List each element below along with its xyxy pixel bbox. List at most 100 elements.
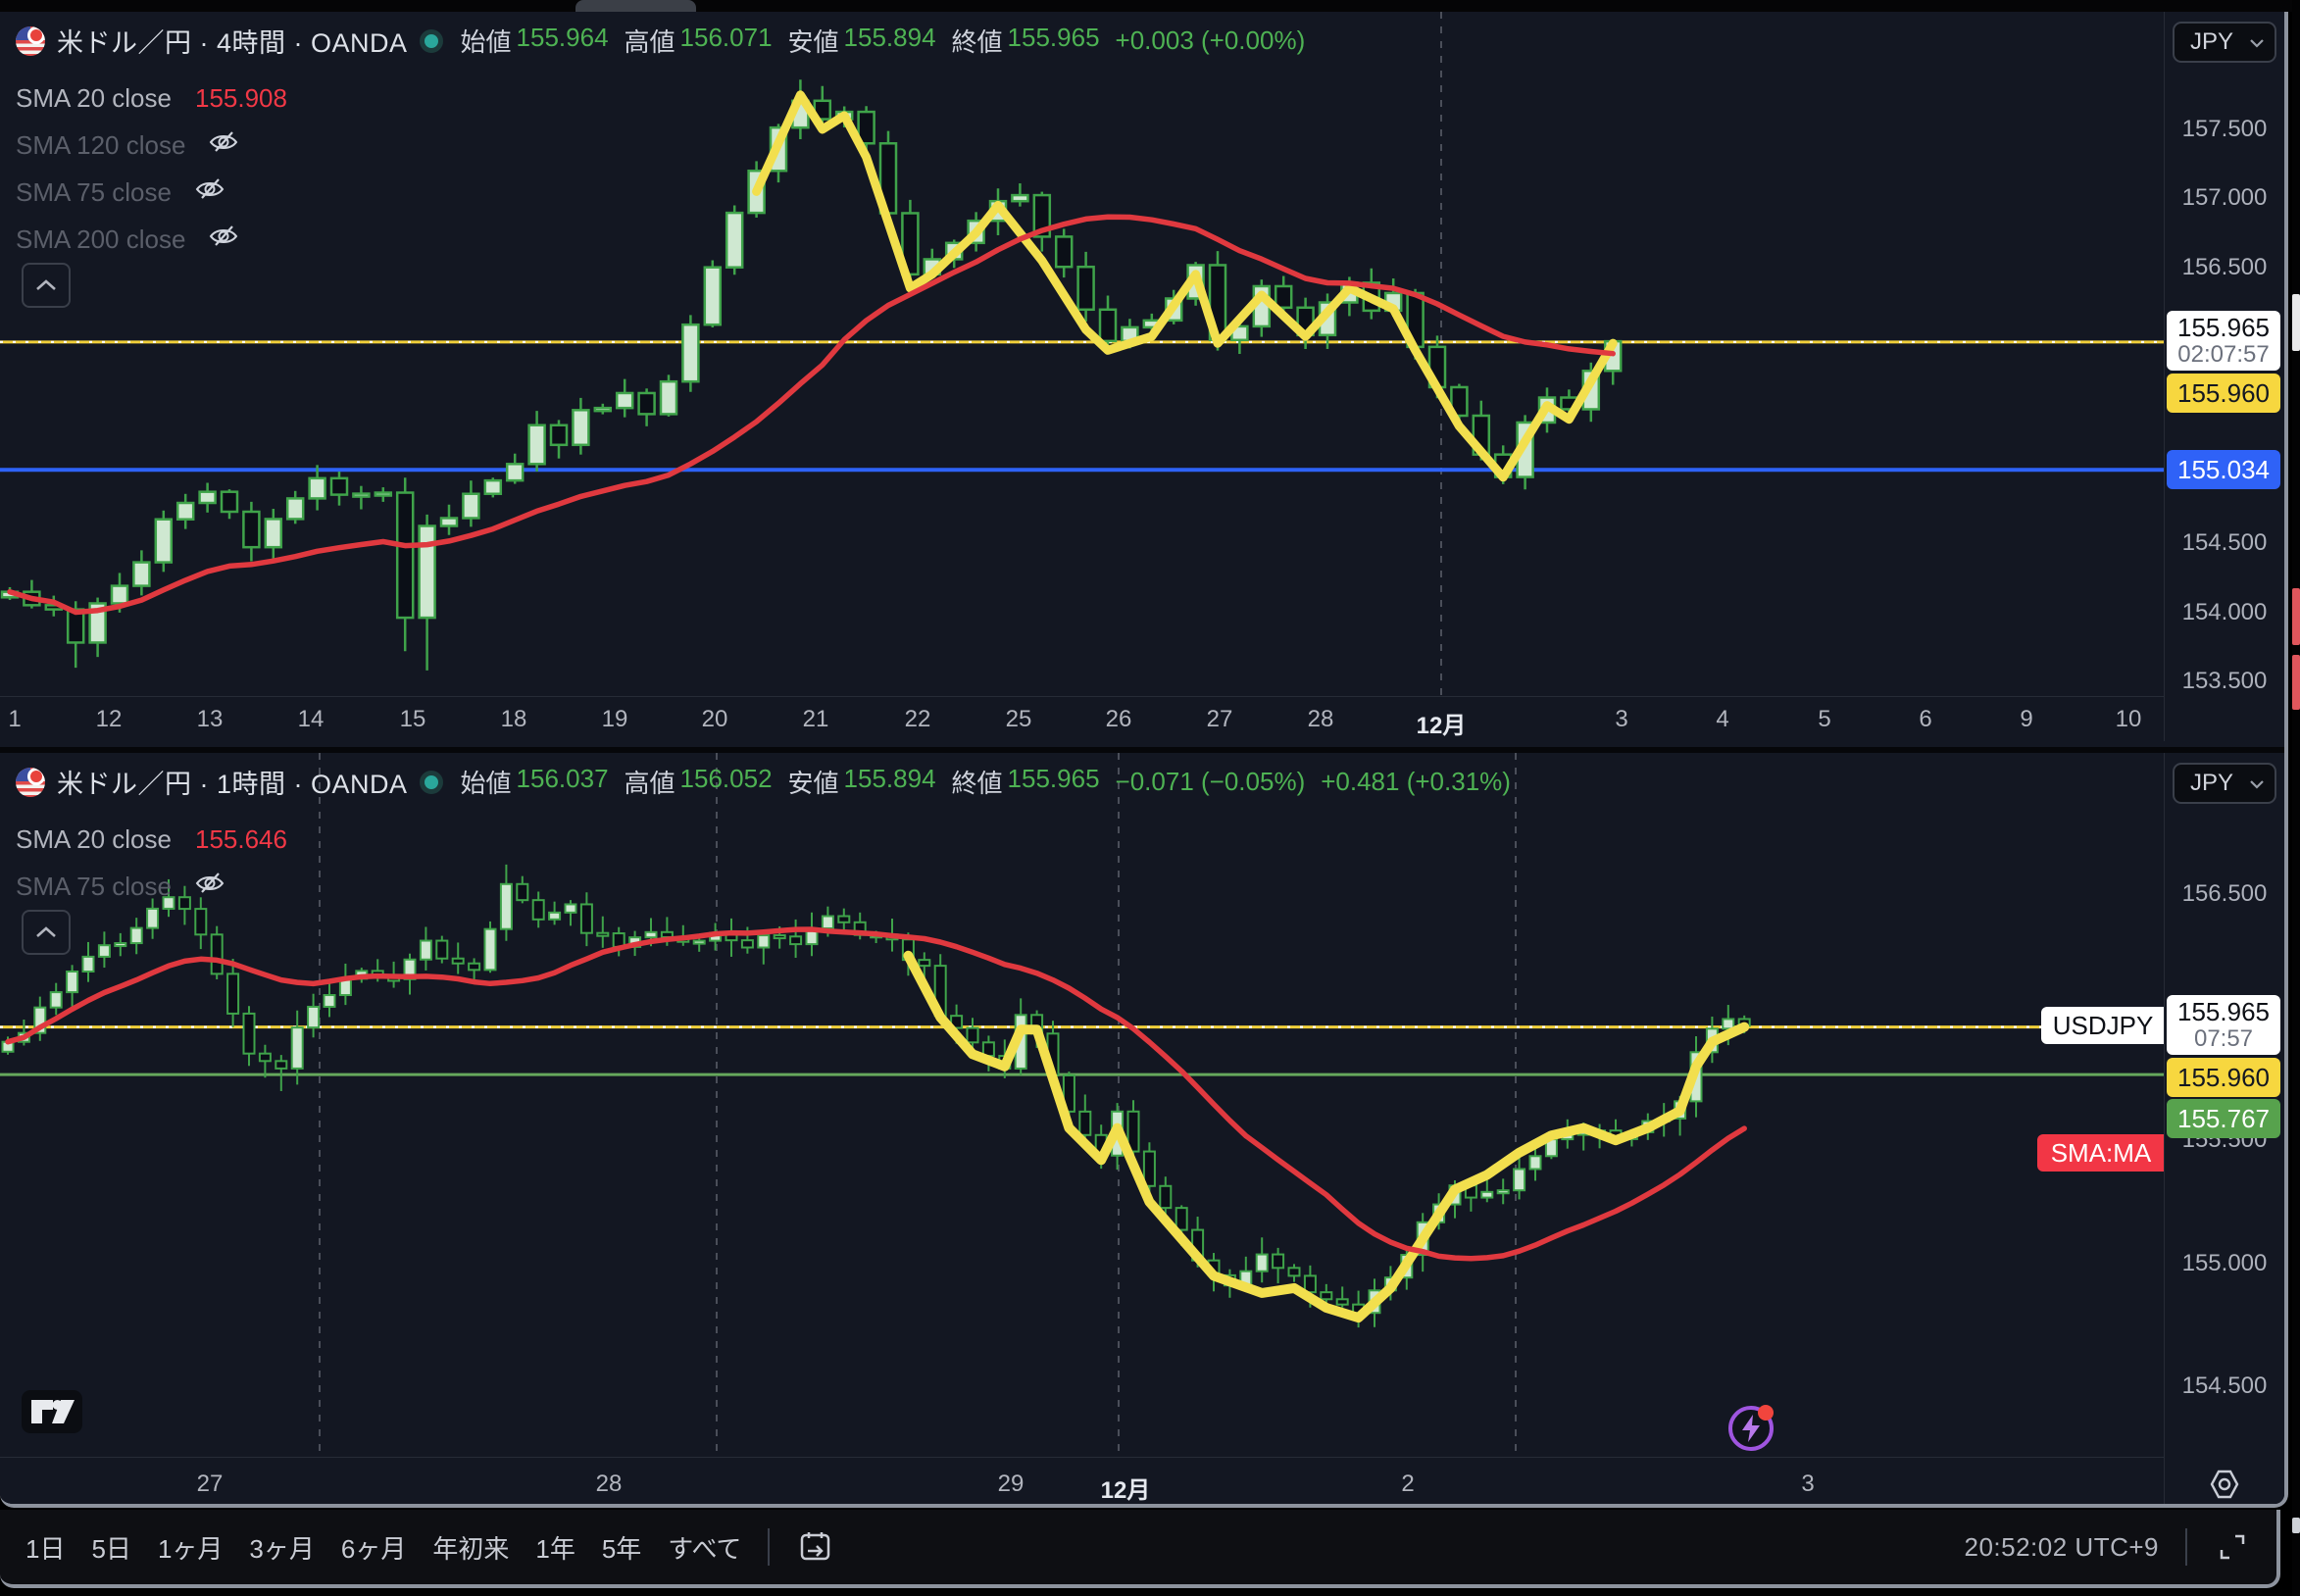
date-range-icon[interactable] — [796, 1527, 835, 1567]
ohlc-label: 始値 — [460, 769, 512, 798]
time-axis-tick: 18 — [500, 706, 527, 732]
ohlc-value: 156.071 — [679, 23, 773, 52]
range-button-4[interactable]: 6ヶ月 — [340, 1533, 407, 1564]
range-button-3[interactable]: 3ヶ月 — [249, 1533, 315, 1564]
market-status-dot[interactable] — [419, 770, 443, 794]
ohlc-label: 安値 — [787, 769, 839, 798]
indicator-row[interactable]: SMA 200 close — [16, 222, 238, 257]
ohlc-label: 終値 — [951, 27, 1003, 57]
range-button-2[interactable]: 1ヶ月 — [157, 1533, 224, 1564]
chevron-down-icon — [2250, 39, 2264, 48]
ohlc-value: 155.894 — [843, 23, 936, 52]
symbol-title[interactable]: 米ドル／円 · 4時間 · OANDA — [57, 28, 408, 58]
eye-off-icon[interactable] — [195, 872, 225, 902]
price-axis-tick: 155.000 — [2181, 1250, 2268, 1276]
edge-fragment — [2292, 588, 2300, 645]
ohlc-readout: 始値 156.037 高値 156.052 安値 155.894 終値 155.965 −0.0… — [461, 764, 1511, 800]
market-status-dot[interactable] — [419, 28, 443, 53]
time-axis-tick: 5 — [1818, 706, 1831, 732]
legend-collapse-button[interactable] — [22, 910, 71, 955]
time-axis-tick: 12月 — [1416, 713, 1467, 739]
sma-ma-label: SMA:MA — [2037, 1134, 2165, 1172]
time-axis-tick: 15 — [399, 706, 426, 732]
time-axis-tick: 10 — [2115, 706, 2142, 732]
price-axis-tick: 156.500 — [2181, 254, 2268, 280]
time-axis-tick: 13 — [196, 706, 224, 732]
ohlc-pair: 高値 156.052 — [625, 764, 773, 800]
clock[interactable]: 20:52:02 UTC+9 — [1964, 1531, 2159, 1562]
time-axis-tick: 25 — [1005, 706, 1032, 732]
time-axis-tick: 26 — [1105, 706, 1132, 732]
range-button-8[interactable]: すべて — [668, 1533, 742, 1564]
indicator-label: SMA 120 close — [16, 129, 186, 160]
indicator-label: SMA 75 close — [16, 176, 172, 207]
eye-off-icon[interactable] — [209, 130, 238, 161]
price-axis-tick: 157.500 — [2181, 116, 2268, 142]
symbol-price-line-label: USDJPY — [2041, 1007, 2165, 1045]
range-button-1[interactable]: 5日 — [91, 1533, 131, 1564]
indicator-row[interactable]: SMA 75 close — [16, 175, 225, 210]
chart-stack: 米ドル／円 · 4時間 · OANDA 始値 155.964 高値 156.071 安値 1… — [0, 12, 2288, 1508]
eye-off-icon[interactable] — [195, 177, 225, 208]
currency-selector[interactable]: JPY — [2173, 763, 2276, 804]
range-button-6[interactable]: 1年 — [535, 1533, 575, 1564]
toolbar-divider — [2185, 1528, 2187, 1566]
range-button-5[interactable]: 年初来 — [432, 1533, 510, 1564]
price-axis[interactable]: JPY 157.500 157.000 156.500 154.500 154.000 15… — [2164, 12, 2284, 741]
indicator-value: 155.646 — [194, 823, 287, 854]
indicator-row[interactable]: SMA 20 close 155.908 — [16, 80, 287, 116]
time-axis[interactable]: 1 12 13 14 15 18 19 20 21 22 25 26 27 28 12月 3 4 5 6 9 10 — [0, 696, 2165, 742]
time-axis-tick: 3 — [1801, 1471, 1815, 1497]
time-axis-settings-icon[interactable] — [2206, 1466, 2243, 1504]
indicator-row[interactable]: SMA 20 close 155.646 — [16, 822, 287, 857]
background-window-edge — [2292, 0, 2300, 1596]
range-button-7[interactable]: 5年 — [601, 1533, 642, 1564]
chart-canvas[interactable] — [0, 753, 2165, 1457]
bar-countdown: 07:57 — [2193, 1025, 2254, 1053]
currency-selector-label: JPY — [2190, 28, 2234, 55]
chart-canvas[interactable] — [0, 12, 2165, 696]
time-axis-tick: 2 — [1401, 1471, 1415, 1497]
time-axis-tick: 14 — [297, 706, 325, 732]
indicator-label: SMA 200 close — [16, 224, 186, 254]
currency-selector[interactable]: JPY — [2173, 22, 2276, 63]
ohlc-pair: 安値 155.894 — [788, 23, 936, 59]
indicator-label: SMA 20 close — [16, 82, 172, 113]
legend-collapse-button[interactable] — [22, 263, 71, 308]
range-button-0[interactable]: 1日 — [25, 1533, 66, 1564]
current-price-label: 155.965 02:07:57 — [2167, 311, 2280, 372]
time-axis-tick: 1 — [8, 706, 22, 732]
bar-countdown: 02:07:57 — [2177, 341, 2270, 369]
time-axis[interactable]: 27 28 29 12月 2 3 — [0, 1457, 2165, 1504]
ohlc-pair: 終値 155.965 — [952, 764, 1100, 800]
current-price-value: 155.965 — [2177, 313, 2270, 343]
indicator-row[interactable]: SMA 120 close — [16, 127, 238, 163]
indicator-row[interactable]: SMA 75 close — [16, 869, 225, 904]
edge-fragment — [2292, 1518, 2300, 1533]
time-axis-tick: 12 — [95, 706, 123, 732]
ohlc-pair: 安値 155.894 — [788, 764, 936, 800]
current-price-value: 155.965 — [2177, 997, 2270, 1027]
fullscreen-icon[interactable] — [2214, 1528, 2251, 1566]
chart-pane-0: 米ドル／円 · 4時間 · OANDA 始値 155.964 高値 156.071 安値 1… — [0, 12, 2284, 742]
spark-news-icon[interactable] — [1724, 1400, 1778, 1455]
eye-off-icon[interactable] — [209, 224, 238, 255]
ohlc-change: −0.071 (−0.05%) — [1115, 767, 1306, 796]
ohlc-label: 安値 — [787, 27, 839, 57]
range-selector: 1日 5日 1ヶ月 3ヶ月 6ヶ月 年初来 1年 5年 すべて — [25, 1529, 741, 1566]
blue-line-price-label: 155.034 — [2167, 450, 2280, 490]
symbol-title[interactable]: 米ドル／円 · 1時間 · OANDA — [57, 770, 408, 799]
price-axis-tick: 154.000 — [2181, 599, 2268, 625]
price-axis-tick: 154.500 — [2181, 1372, 2268, 1399]
tradingview-logo[interactable] — [22, 1388, 86, 1440]
price-axis[interactable]: JPY 156.500 155.500 155.000 154.500 155.965 07… — [2164, 753, 2284, 1504]
ohlc-value: 155.965 — [1007, 764, 1100, 793]
ohlc-label: 高値 — [624, 769, 675, 798]
ohlc-value: 155.965 — [1007, 23, 1100, 52]
price-axis-tick: 153.500 — [2181, 668, 2268, 694]
chevron-down-icon — [2250, 780, 2264, 789]
ohlc-pair: 高値 156.071 — [625, 23, 773, 59]
ohlc-label: 高値 — [624, 27, 675, 57]
ohlc-pair: 終値 155.965 — [952, 23, 1100, 59]
time-axis-tick: 4 — [1716, 706, 1729, 732]
